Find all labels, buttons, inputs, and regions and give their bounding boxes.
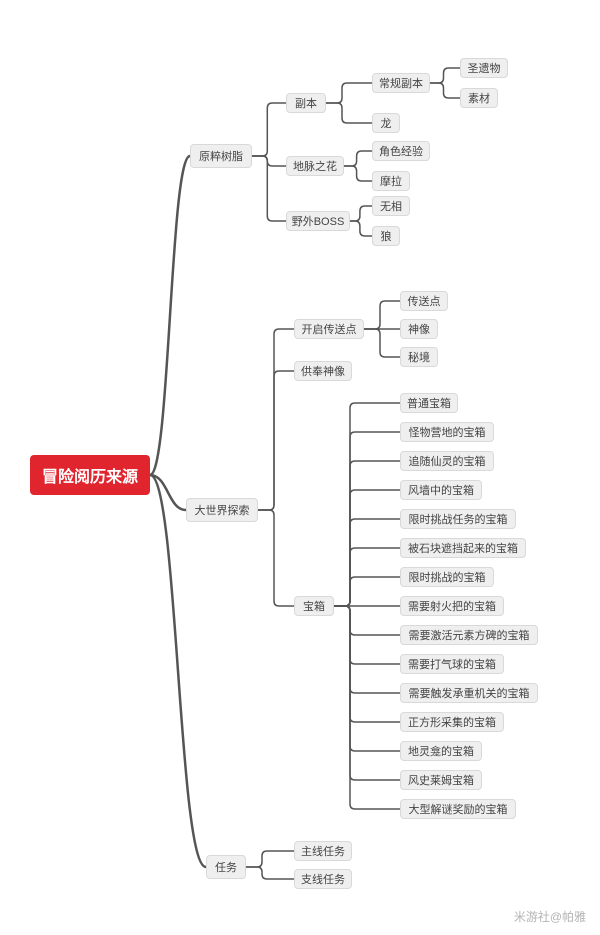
mindmap-node-c9: 需要激活元素方碑的宝箱 [400,625,538,645]
mindmap-node-b1b: 地脉之花 [286,156,344,176]
mindmap-node-c4: 风墙中的宝箱 [400,480,482,500]
watermark: 米游社@帕雅 [514,908,586,925]
connector [258,510,294,606]
connector [364,329,400,357]
mindmap-node-c8: 需要射火把的宝箱 [400,596,504,616]
mindmap-node-b1: 原粹树脂 [190,144,252,168]
mindmap-node-c12: 正方形采集的宝箱 [400,712,504,732]
connector [252,103,286,156]
connector [334,461,400,606]
mindmap-node-b1a1a: 圣遗物 [460,58,508,78]
mindmap-node-b1a2: 龙 [372,113,400,133]
connector [326,103,372,123]
mindmap-node-b3b: 支线任务 [294,869,352,889]
connector [334,606,400,751]
connector [258,329,294,510]
connector [364,301,400,329]
mindmap-node-b2c: 宝箱 [294,596,334,616]
connector [350,206,372,221]
mindmap-node-c6: 被石块遮挡起来的宝箱 [400,538,526,558]
connector [246,851,294,867]
mindmap-node-c14: 风史莱姆宝箱 [400,770,482,790]
mindmap-node-c7: 限时挑战的宝箱 [400,567,494,587]
connector [334,519,400,606]
mindmap-node-b3: 任务 [206,855,246,879]
mindmap-node-b2: 大世界探索 [186,498,258,522]
mindmap-node-b1c1: 无相 [372,196,410,216]
connector [334,606,400,693]
connector [344,166,372,181]
mindmap-node-c10: 需要打气球的宝箱 [400,654,504,674]
mindmap-node-c1: 普通宝箱 [400,393,458,413]
mindmap-node-b1b2: 摩拉 [372,171,410,191]
mindmap-node-b1b1: 角色经验 [372,141,430,161]
mindmap-node-c15: 大型解谜奖励的宝箱 [400,799,516,819]
connector [258,371,294,510]
connector [150,156,190,475]
mindmap-node-b1a: 副本 [286,93,326,113]
mindmap-node-b1a1: 常规副本 [372,73,430,93]
connector [334,606,400,809]
mindmap-node-b2b: 供奉神像 [294,361,352,381]
connector [334,606,400,635]
mindmap-node-b1a1b: 素材 [460,88,498,108]
connector [430,83,460,98]
connector [344,151,372,166]
mindmap-node-c11: 需要触发承重机关的宝箱 [400,683,538,703]
connector [246,867,294,879]
connector [430,68,460,83]
connector [326,83,372,103]
mindmap-node-b3a: 主线任务 [294,841,352,861]
mindmap-node-c5: 限时挑战任务的宝箱 [400,509,516,529]
mindmap-node-b2a3: 秘境 [400,347,438,367]
mindmap-node-b2a: 开启传送点 [294,319,364,339]
connector [150,475,206,867]
mindmap-node-b2a2: 神像 [400,319,438,339]
mindmap-node-c2: 怪物营地的宝箱 [400,422,494,442]
mindmap-node-root: 冒险阅历来源 [30,455,150,495]
mindmap-node-c13: 地灵龛的宝箱 [400,741,482,761]
connector [252,156,286,166]
connector [334,403,400,606]
mindmap-node-b2a1: 传送点 [400,291,448,311]
connector [334,577,400,606]
connector [350,221,372,236]
mindmap-node-c3: 追随仙灵的宝箱 [400,451,494,471]
mindmap-node-b1c: 野外BOSS [286,211,350,231]
mindmap-node-b1c2: 狼 [372,226,400,246]
